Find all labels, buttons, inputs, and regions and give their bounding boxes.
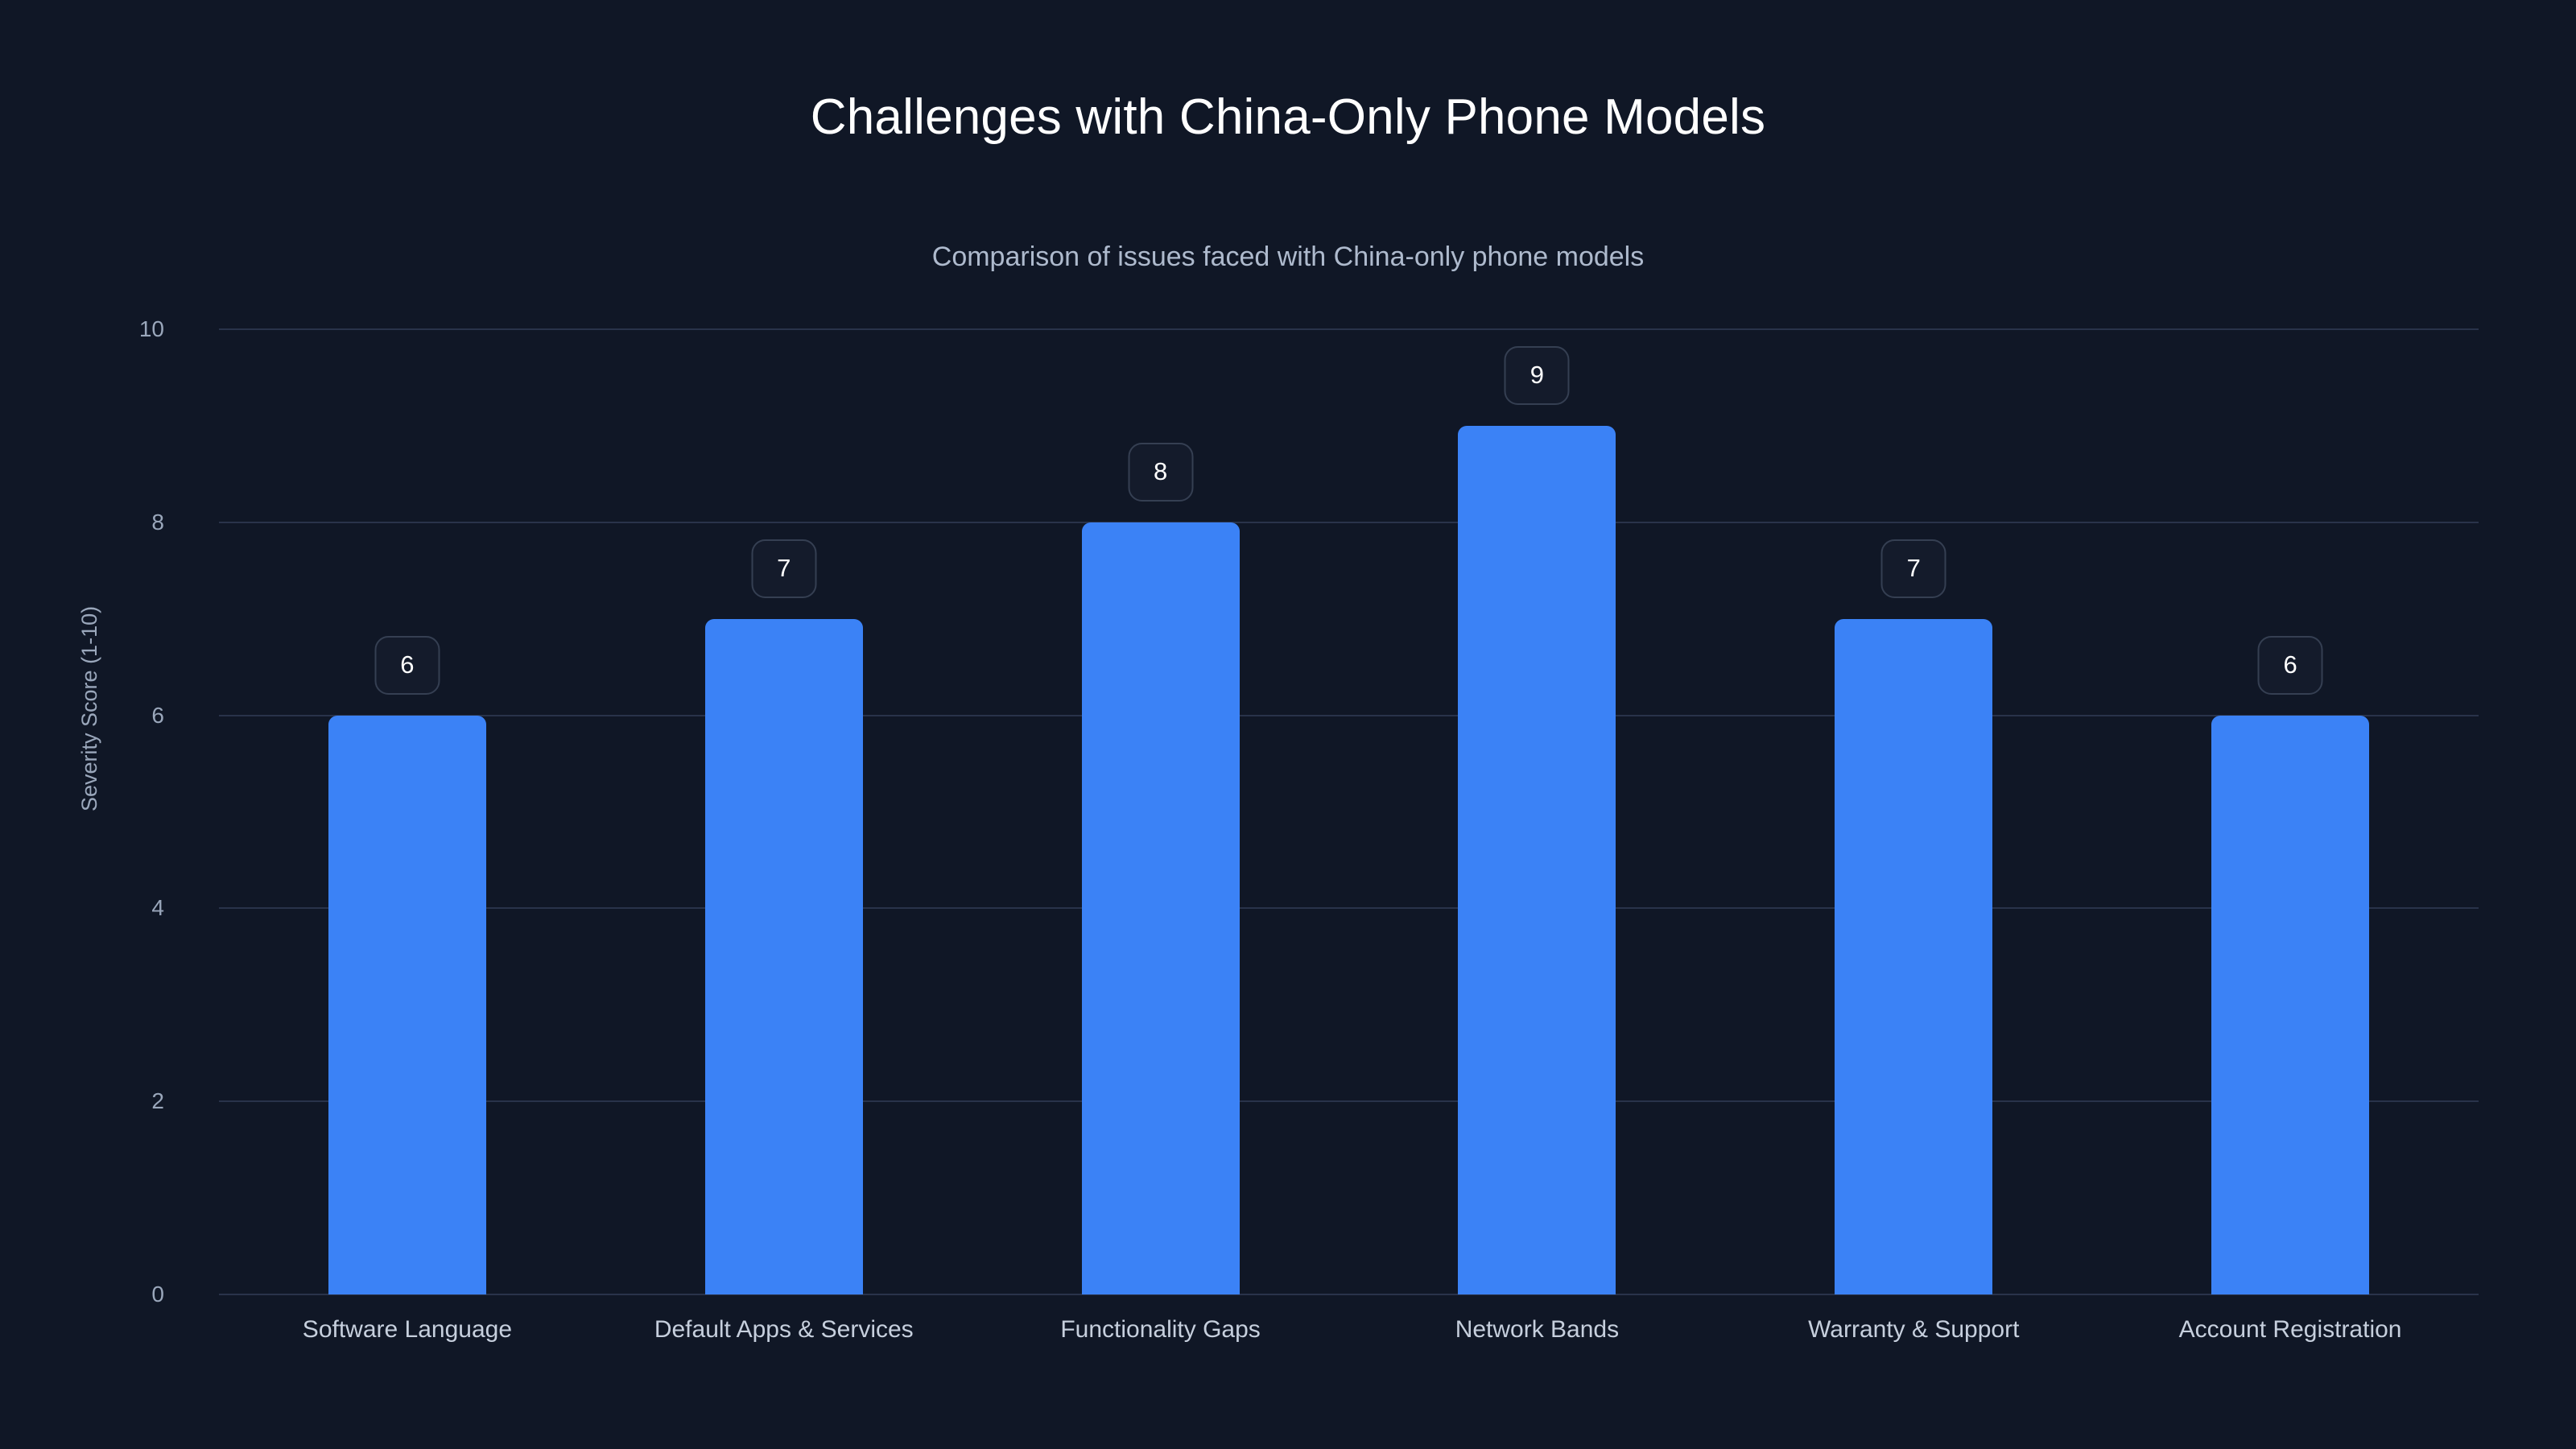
bars-layer: 6 7 8 9 7 6 xyxy=(219,329,2479,1294)
bar-value-badge: 7 xyxy=(751,539,817,598)
x-axis-tick-label: Functionality Gaps xyxy=(1060,1316,1261,1343)
bar[interactable] xyxy=(704,618,863,1294)
chart-subtitle: Comparison of issues faced with China-on… xyxy=(931,242,1645,272)
bar-value-badge: 8 xyxy=(1128,442,1194,502)
bar-value-badge: 6 xyxy=(2257,635,2323,695)
x-axis-tick-labels: Software Language Default Apps & Services… xyxy=(219,1316,2479,1364)
y-axis-tick-label: 10 xyxy=(138,316,164,341)
y-axis-tick-label: 6 xyxy=(151,702,164,728)
bar-group[interactable]: 8 xyxy=(1081,329,1240,1294)
bar[interactable] xyxy=(2211,715,2370,1294)
gridline xyxy=(219,521,2479,523)
x-axis-tick-label: Warranty & Support xyxy=(1808,1316,2020,1343)
gridline xyxy=(219,1294,2479,1295)
gridline xyxy=(219,907,2479,910)
bar[interactable] xyxy=(1835,618,1993,1294)
x-axis-tick-label: Default Apps & Services xyxy=(654,1316,914,1343)
bar[interactable] xyxy=(1458,425,1616,1294)
gridline xyxy=(219,328,2479,330)
y-axis-tick-label: 0 xyxy=(151,1282,164,1307)
x-axis-tick-label: Software Language xyxy=(302,1316,513,1343)
bar-value-badge: 6 xyxy=(374,635,440,695)
chart-title: Challenges with China-Only Phone Models xyxy=(810,89,1766,145)
x-axis-tick-label: Account Registration xyxy=(2178,1316,2402,1343)
bar-group[interactable]: 6 xyxy=(2211,329,2370,1294)
bar-value-badge: 9 xyxy=(1504,345,1570,405)
bar-group[interactable]: 7 xyxy=(1835,329,1993,1294)
y-axis-tick-label: 8 xyxy=(151,509,164,535)
y-axis-tick-labels: 10 8 6 4 2 0 xyxy=(0,316,192,1307)
bar-group[interactable]: 6 xyxy=(328,329,486,1294)
bar[interactable] xyxy=(1081,522,1240,1294)
x-axis-tick-label: Network Bands xyxy=(1455,1316,1620,1343)
y-axis-tick-label: 4 xyxy=(151,895,164,921)
y-axis-tick-label: 2 xyxy=(151,1088,164,1114)
gridline xyxy=(219,714,2479,716)
gridline xyxy=(219,1100,2479,1103)
bar-group[interactable]: 9 xyxy=(1458,329,1616,1294)
bar-group[interactable]: 7 xyxy=(704,329,863,1294)
bar-value-badge: 7 xyxy=(1880,539,1946,598)
plot-area xyxy=(219,328,2479,1295)
bar[interactable] xyxy=(328,715,486,1294)
